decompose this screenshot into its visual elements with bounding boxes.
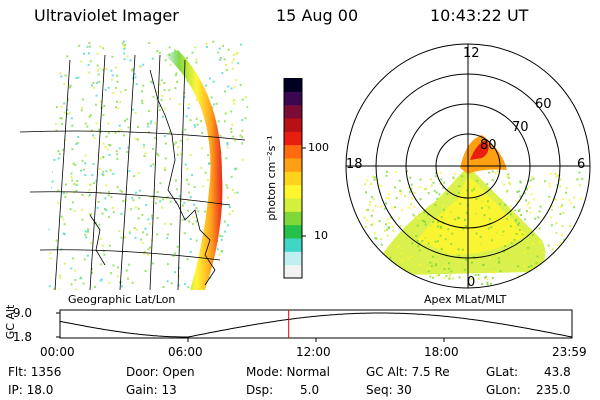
timeline-xtick-2359: 23:59 bbox=[552, 345, 587, 359]
altitude-curve bbox=[59, 312, 573, 338]
color-bar-stripe bbox=[284, 211, 302, 226]
timeline-xtick-1200: 12:00 bbox=[296, 345, 331, 359]
mlat-label-60: 60 bbox=[535, 97, 552, 112]
polar-mlt-panel bbox=[345, 43, 591, 289]
timeline-xtick-1800: 18:00 bbox=[424, 345, 459, 359]
auroral-limb-band bbox=[165, 50, 223, 290]
timeline-y-title: GC Alt bbox=[4, 304, 17, 339]
status-seq: Seq: 30 bbox=[366, 383, 412, 397]
mlat-label-70: 70 bbox=[512, 120, 529, 135]
color-bar-tick-100: 100 bbox=[308, 141, 329, 154]
timeline-ytick-low: 1.8 bbox=[13, 330, 32, 344]
geographic-image-panel bbox=[19, 40, 249, 290]
color-bar: photon cm⁻²s⁻¹ bbox=[265, 78, 306, 279]
color-bar-stripe bbox=[284, 184, 302, 199]
color-bar-stripe bbox=[284, 264, 302, 279]
mlat-label-80: 80 bbox=[480, 138, 497, 153]
apex-caption: Apex MLat/MLT bbox=[424, 293, 507, 306]
color-bar-stripe bbox=[284, 198, 302, 212]
status-dsp-label: Dsp: bbox=[246, 383, 274, 397]
status-glat-label: GLat: bbox=[486, 365, 519, 379]
color-bar-tick-10: 10 bbox=[314, 229, 328, 242]
status-mode: Mode: Normal bbox=[246, 365, 330, 379]
color-bar-stripe bbox=[284, 158, 302, 172]
color-bar-stripe bbox=[284, 238, 302, 252]
status-gc-alt: GC Alt: 7.5 Re bbox=[366, 365, 450, 379]
mlt-label-18: 18 bbox=[346, 157, 363, 172]
color-bar-stripe bbox=[284, 118, 302, 132]
coastline bbox=[89, 69, 216, 286]
geographic-caption: Geographic Lat/Lon bbox=[68, 293, 176, 306]
color-bar-stripe bbox=[284, 104, 302, 119]
altitude-timeline: GC Alt 9.0 1.8 bbox=[4, 304, 573, 344]
timeline-xtick-0600: 06:00 bbox=[168, 345, 203, 359]
color-bar-stripe bbox=[284, 91, 302, 106]
status-gain: Gain: 13 bbox=[126, 383, 177, 397]
color-bar-stripe bbox=[284, 131, 302, 146]
mlt-label-0: 0 bbox=[467, 275, 476, 290]
date-label: 15 Aug 00 bbox=[276, 6, 359, 25]
color-bar-unit: photon cm⁻²s⁻¹ bbox=[265, 135, 278, 220]
color-bar-stripe bbox=[284, 144, 302, 159]
time-label: 10:43:22 UT bbox=[430, 6, 529, 25]
polar-grid bbox=[345, 43, 591, 289]
color-bar-stripe bbox=[284, 251, 302, 266]
color-bar-stripe bbox=[284, 78, 302, 92]
lat-lon-grid bbox=[19, 54, 246, 290]
color-bar-stripe bbox=[284, 171, 302, 186]
status-door: Door: Open bbox=[126, 365, 195, 379]
status-glon-value: 235.0 bbox=[536, 383, 571, 397]
status-glat-value: 43.8 bbox=[544, 365, 571, 379]
status-glon-label: GLon: bbox=[486, 383, 521, 397]
timeline-ytick-high: 9.0 bbox=[13, 306, 32, 320]
mlt-label-6: 6 bbox=[577, 157, 586, 172]
status-dsp-value: 5.0 bbox=[300, 383, 320, 397]
color-bar-stripe bbox=[284, 224, 302, 239]
color-bar-scale bbox=[284, 78, 302, 279]
aurora-speckle-polar bbox=[363, 170, 584, 287]
status-flt: Flt: 1356 bbox=[8, 365, 62, 379]
instrument-title: Ultraviolet Imager bbox=[34, 6, 179, 25]
mlt-label-12: 12 bbox=[463, 46, 480, 61]
timeline-xtick-0000: 00:00 bbox=[40, 345, 75, 359]
status-ip: IP: 18.0 bbox=[8, 383, 54, 397]
